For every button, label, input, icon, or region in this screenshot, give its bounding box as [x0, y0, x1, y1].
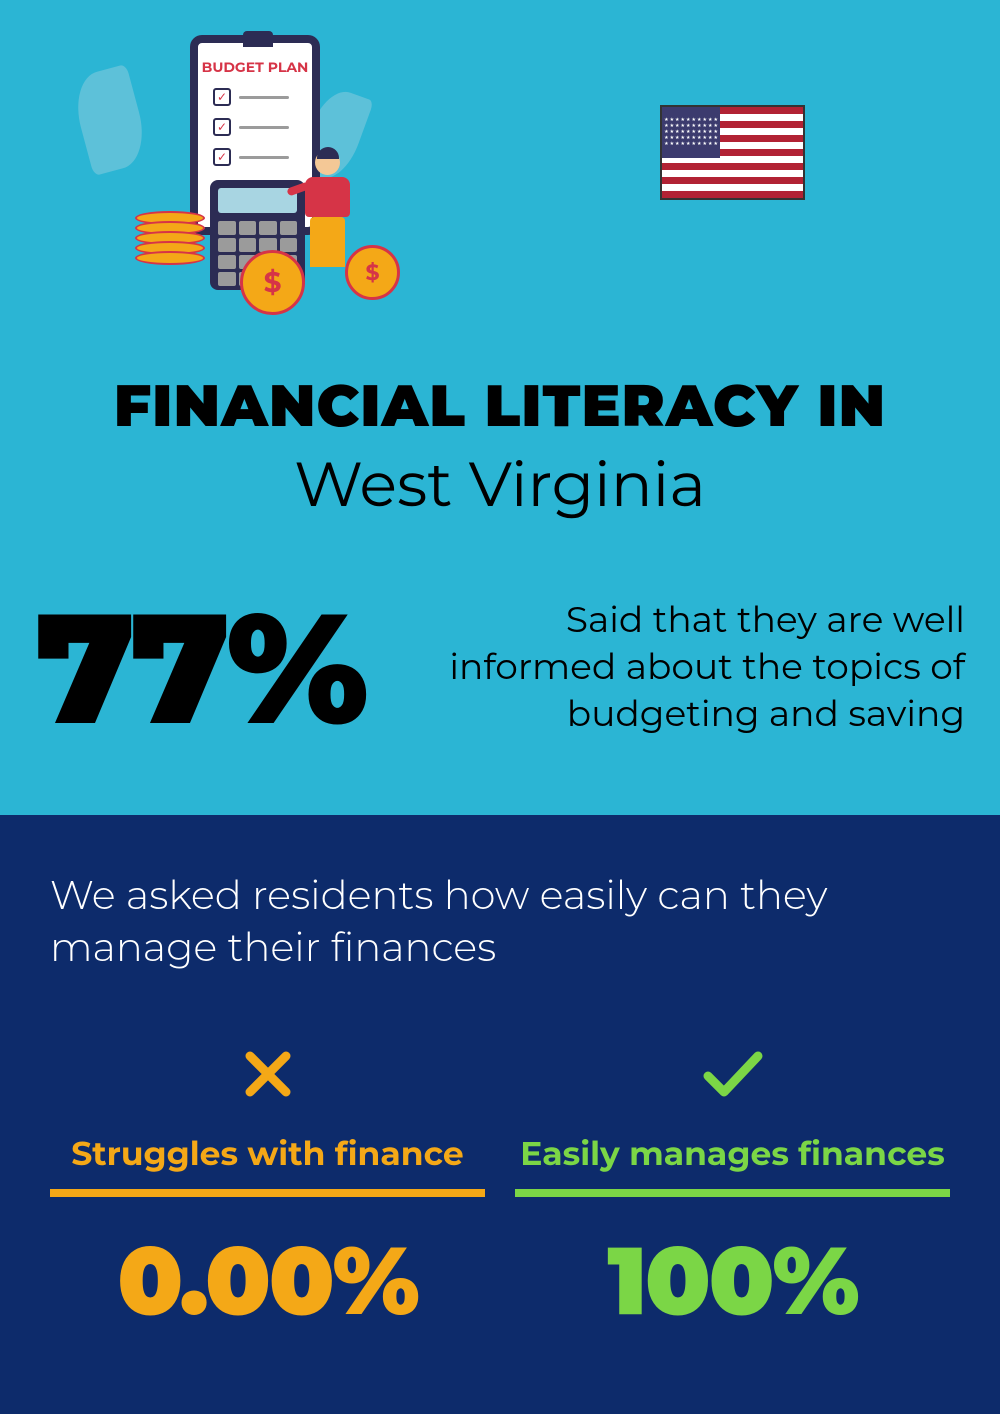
top-section: BUDGET PLAN ✓ ✓ ✓ $ $ ★★★★★★★★★★★★★★	[0, 0, 1000, 815]
struggles-value: 0.00%	[50, 1222, 485, 1338]
headline-description: Said that they are well informed about t…	[404, 597, 965, 737]
struggles-label: Struggles with finance	[50, 1134, 485, 1197]
manages-result: Easily manages finances 100%	[515, 1044, 950, 1338]
results-row: Struggles with finance 0.00% Easily mana…	[50, 1044, 950, 1338]
headline-stat: 77% Said that they are well informed abo…	[35, 590, 965, 745]
headline-percent: 77%	[35, 590, 364, 745]
usa-flag-icon: ★★★★★★★★★★★★★★★★★★★★★★★★★★★★★★★★★★★★★★★★…	[660, 105, 805, 200]
manages-value: 100%	[515, 1222, 950, 1338]
check-icon	[515, 1044, 950, 1114]
manages-label: Easily manages finances	[515, 1134, 950, 1197]
title-main: FINANCIAL LITERACY IN	[0, 370, 1000, 441]
title-block: FINANCIAL LITERACY IN West Virginia	[0, 370, 1000, 522]
struggles-result: Struggles with finance 0.00%	[50, 1044, 485, 1338]
budget-illustration: BUDGET PLAN ✓ ✓ ✓ $ $	[80, 30, 410, 310]
title-location: West Virginia	[0, 446, 1000, 522]
survey-question: We asked residents how easily can they m…	[50, 870, 950, 974]
cross-icon	[50, 1044, 485, 1114]
bottom-section: We asked residents how easily can they m…	[0, 815, 1000, 1414]
budget-plan-label: BUDGET PLAN	[198, 58, 312, 76]
